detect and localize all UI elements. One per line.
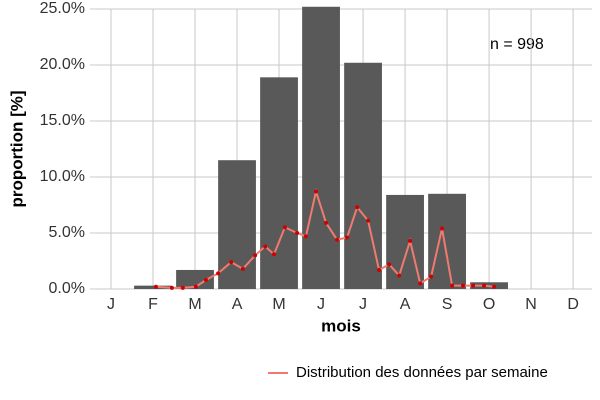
weekly-point: [418, 281, 423, 286]
x-tick-label: A: [400, 296, 411, 313]
weekly-point: [450, 283, 455, 288]
x-axis-title: mois: [321, 316, 361, 335]
weekly-point: [271, 252, 276, 257]
x-tick-label: O: [483, 296, 495, 313]
weekly-point: [482, 283, 487, 288]
bar: [134, 285, 172, 289]
x-tick-label: J: [107, 296, 115, 313]
weekly-point: [169, 285, 174, 290]
weekly-point: [240, 266, 245, 271]
weekly-point: [387, 262, 392, 267]
weekly-point: [461, 283, 466, 288]
x-tick-label: J: [317, 296, 325, 313]
x-tick-label: N: [525, 296, 537, 313]
weekly-point: [303, 234, 308, 239]
x-tick-label: A: [232, 296, 243, 313]
bar: [428, 193, 466, 289]
weekly-point: [314, 189, 319, 194]
weekly-point: [377, 267, 382, 272]
bar: [176, 269, 214, 289]
weekly-point: [193, 284, 198, 289]
x-tick-label: M: [188, 296, 201, 313]
legend-label: Distribution des données par semaine: [296, 364, 548, 381]
bar: [260, 77, 298, 289]
weekly-point: [282, 225, 287, 230]
weekly-point: [355, 205, 360, 210]
weekly-point: [180, 285, 185, 290]
x-tick-label: D: [567, 296, 579, 313]
x-tick-label: M: [272, 296, 285, 313]
weekly-point: [471, 283, 476, 288]
weekly-point: [397, 273, 402, 278]
annotation: n = 998: [490, 36, 544, 53]
y-tick-label: 10.0%: [40, 168, 85, 185]
weekly-point: [229, 260, 234, 265]
weekly-point: [153, 284, 158, 289]
y-tick-label: 20.0%: [40, 56, 85, 73]
x-tick-label: F: [148, 296, 158, 313]
weekly-point: [295, 231, 300, 235]
x-tick-label: S: [442, 296, 453, 313]
weekly-point: [203, 278, 208, 283]
weekly-point: [345, 235, 350, 240]
weekly-point: [408, 238, 413, 243]
y-tick-label: 5.0%: [49, 224, 85, 241]
weekly-point: [216, 271, 221, 276]
x-tick-label: J: [359, 296, 367, 313]
weekly-point: [335, 237, 340, 242]
y-tick-label: 25.0%: [40, 0, 85, 17]
weekly-point: [492, 284, 497, 289]
bar: [302, 6, 340, 289]
weekly-point: [366, 218, 371, 223]
weekly-point: [263, 244, 268, 249]
y-tick-label: 0.0%: [49, 280, 85, 297]
weekly-line: [155, 187, 495, 289]
y-tick-label: 15.0%: [40, 112, 85, 129]
weekly-point: [253, 253, 258, 258]
y-axis-title: proportion [%]: [7, 90, 26, 207]
weekly-point: [440, 226, 445, 231]
weekly-point: [324, 220, 329, 225]
weekly-point: [429, 274, 434, 279]
